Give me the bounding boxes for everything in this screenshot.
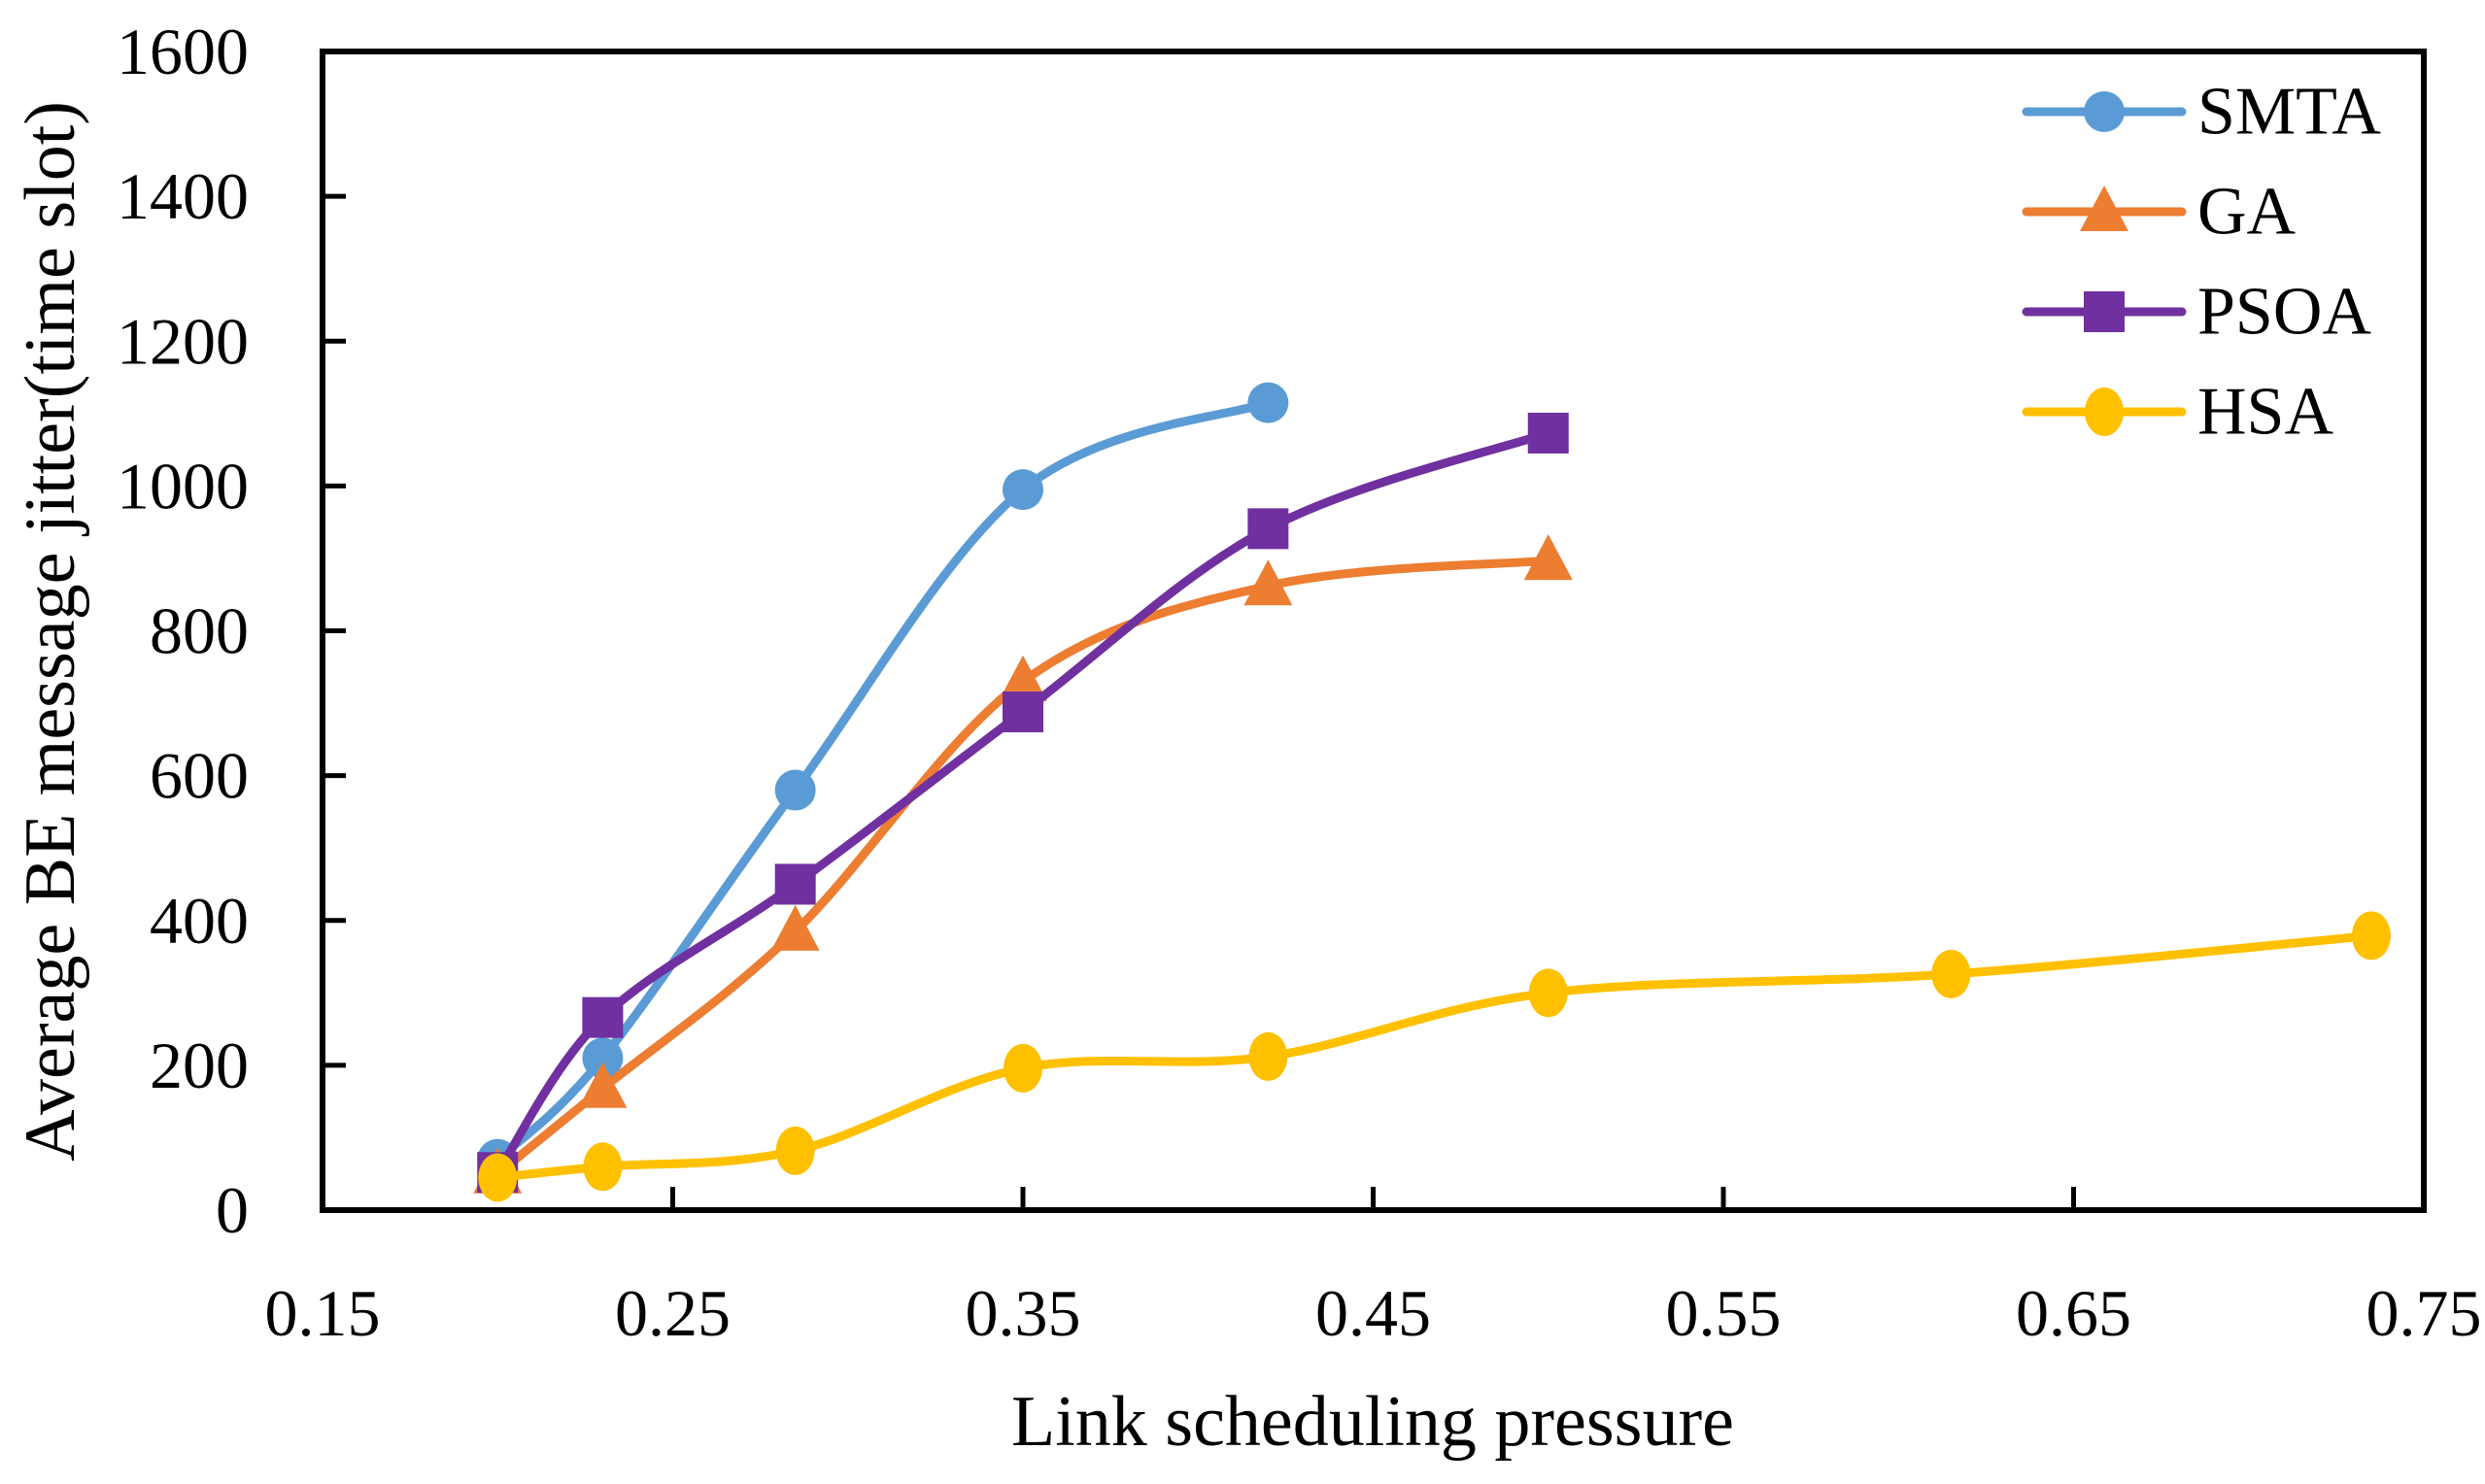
x-tick-label: 0.75 xyxy=(2366,1276,2482,1350)
series-marker-psoa xyxy=(1527,412,1569,454)
series-marker-ga xyxy=(770,904,820,951)
y-tick-label: 600 xyxy=(150,739,249,813)
x-tick-label: 0.65 xyxy=(2016,1276,2131,1350)
series-marker-hsa xyxy=(2351,911,2391,961)
y-tick-label: 400 xyxy=(150,884,249,958)
series-marker-hsa xyxy=(583,1142,623,1192)
x-axis-title: Link scheduling pressure xyxy=(1011,1382,1734,1462)
series-marker-hsa xyxy=(1004,1043,1042,1093)
series-marker-hsa xyxy=(1528,968,1568,1018)
series-marker-psoa xyxy=(774,863,816,905)
series-marker-ga xyxy=(578,1062,628,1108)
y-tick-label: 1400 xyxy=(117,159,249,233)
x-tick-label: 0.35 xyxy=(966,1276,1081,1350)
y-tick-label: 1200 xyxy=(117,304,249,378)
series-marker-smta xyxy=(1003,469,1043,511)
legend-label-smta: SMTA xyxy=(2197,75,2381,150)
series-marker-smta xyxy=(582,1037,624,1079)
legend-swatch-marker-psoa xyxy=(2084,291,2125,332)
y-tick-label: 1000 xyxy=(117,449,249,523)
legend-label-hsa: HSA xyxy=(2197,375,2333,450)
legend-swatch-marker-ga xyxy=(2080,186,2128,231)
legend-label-psoa: PSOA xyxy=(2197,275,2371,350)
y-tick-label: 1600 xyxy=(117,15,249,88)
x-tick-label: 0.15 xyxy=(265,1276,381,1350)
series-marker-hsa xyxy=(1248,1031,1288,1081)
series-marker-psoa xyxy=(582,996,624,1038)
series-marker-ga xyxy=(1243,559,1293,606)
y-tick-label: 800 xyxy=(150,594,249,668)
series-marker-psoa xyxy=(1003,691,1043,733)
x-tick-label: 0.45 xyxy=(1315,1276,1431,1350)
y-tick-label: 0 xyxy=(216,1173,249,1247)
y-tick-label: 200 xyxy=(150,1029,249,1102)
legend-label-ga: GA xyxy=(2197,175,2297,250)
legend-swatch-marker-smta xyxy=(2084,91,2125,132)
series-marker-hsa xyxy=(775,1126,815,1175)
series-marker-ga xyxy=(999,655,1047,701)
y-axis-title: Average BE message jitter(time slot) xyxy=(11,101,90,1162)
series-marker-psoa xyxy=(1247,508,1289,550)
series-marker-hsa xyxy=(1931,949,1971,998)
series-marker-hsa xyxy=(478,1153,518,1202)
series-marker-smta xyxy=(774,769,816,811)
series-marker-smta xyxy=(1247,382,1289,423)
series-marker-ga xyxy=(1523,534,1573,581)
legend-swatch-marker-hsa xyxy=(2085,388,2124,436)
x-tick-label: 0.25 xyxy=(615,1276,731,1350)
x-tick-label: 0.55 xyxy=(1666,1276,1782,1350)
